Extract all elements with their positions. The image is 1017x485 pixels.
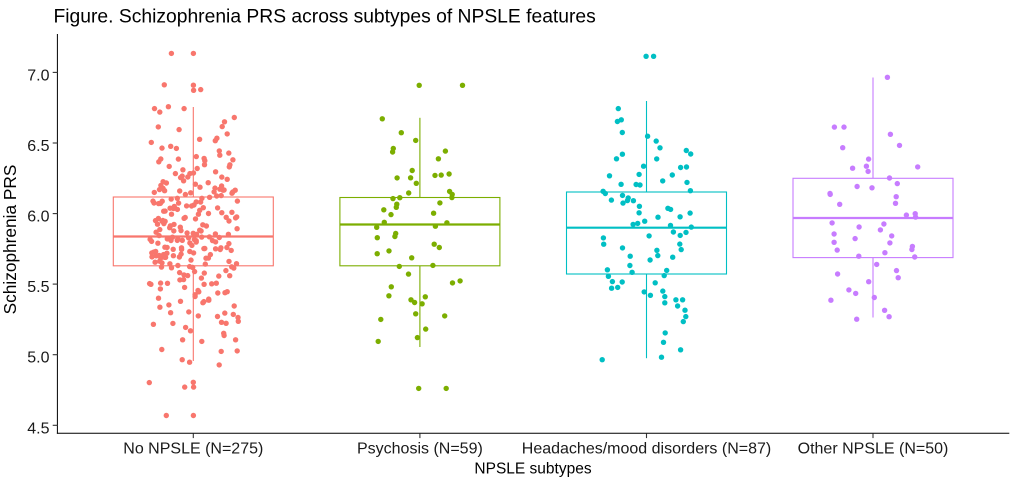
svg-text:NPSLE subtypes: NPSLE subtypes [474, 461, 591, 478]
svg-text:Headaches/mood disorders (N=87: Headaches/mood disorders (N=87) [522, 441, 771, 458]
svg-text:5.0: 5.0 [27, 350, 49, 367]
svg-text:Schizophrenia PRS: Schizophrenia PRS [0, 165, 20, 315]
svg-text:7.0: 7.0 [27, 67, 49, 84]
svg-text:Other NPSLE (N=50): Other NPSLE (N=50) [798, 441, 949, 458]
svg-text:5.5: 5.5 [27, 279, 49, 296]
svg-text:No NPSLE (N=275): No NPSLE (N=275) [123, 441, 263, 458]
svg-text:6.0: 6.0 [27, 209, 49, 226]
svg-text:Figure. Schizophrenia PRS acro: Figure. Schizophrenia PRS across subtype… [54, 6, 596, 27]
svg-text:6.5: 6.5 [27, 138, 49, 155]
svg-text:4.5: 4.5 [27, 420, 49, 437]
svg-text:Psychosis (N=59): Psychosis (N=59) [357, 441, 483, 458]
